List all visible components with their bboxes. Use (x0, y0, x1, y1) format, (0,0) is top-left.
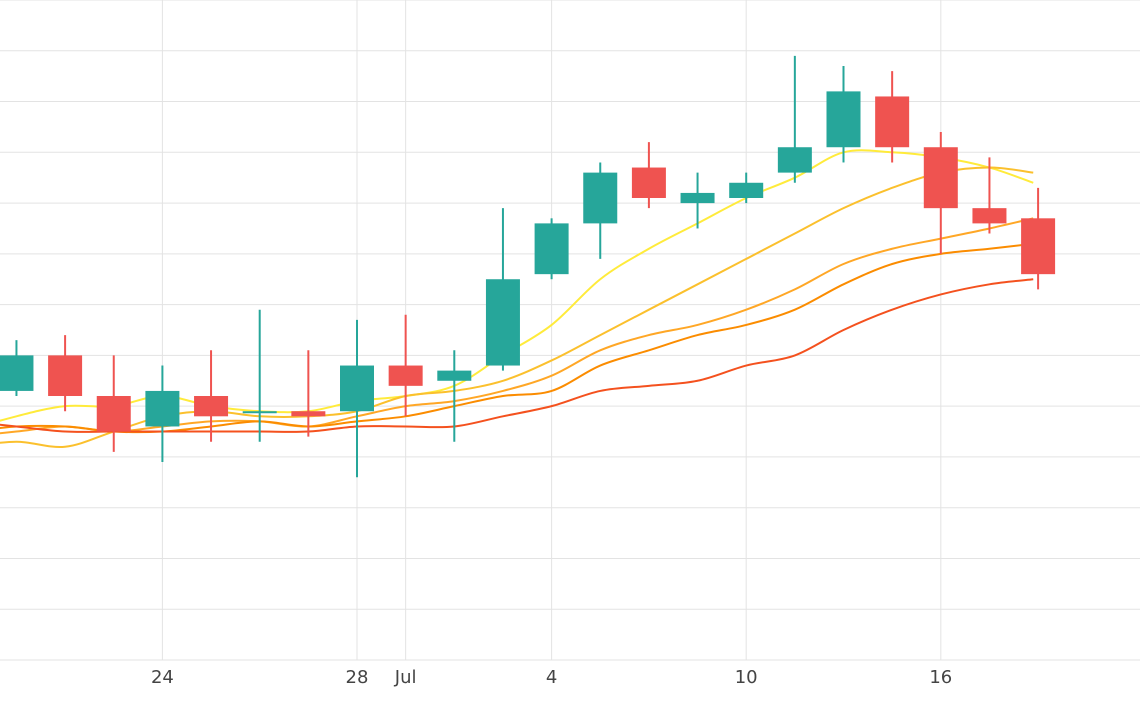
candle-body (0, 355, 34, 391)
candle-body (145, 390, 180, 427)
candle (923, 132, 958, 254)
candle (340, 319, 374, 478)
candle (729, 172, 764, 204)
candle (680, 172, 715, 229)
candle (972, 157, 1007, 234)
candle-body (777, 147, 812, 173)
candle-body (437, 370, 472, 381)
candle-body (291, 411, 326, 417)
candle (485, 208, 520, 371)
candle-body (534, 223, 569, 275)
candle-body (875, 96, 910, 148)
candle-body (826, 91, 861, 148)
x-tick-label: 24 (151, 667, 174, 688)
candle (0, 340, 34, 396)
candle-body (1021, 218, 1056, 275)
candle-body (729, 182, 764, 198)
candle (777, 55, 812, 183)
candle (437, 350, 472, 442)
candle (145, 365, 180, 462)
horizontal-gridlines (0, 0, 1140, 661)
x-tick-label: 4 (546, 667, 557, 688)
vertical-gridlines (161, 0, 942, 660)
candle-body (923, 147, 958, 209)
candle-body (48, 355, 83, 396)
candle-body (242, 411, 277, 414)
candle (194, 350, 229, 442)
candle (583, 162, 618, 259)
candle (875, 71, 910, 163)
candle-body (680, 192, 715, 204)
candle (1021, 187, 1056, 290)
candle-body (340, 365, 374, 412)
x-tick-label: 10 (735, 667, 758, 688)
candle-body (485, 279, 520, 366)
candle (291, 350, 326, 437)
candle-body (194, 396, 229, 417)
candle-body (583, 172, 618, 224)
candle-body (96, 396, 131, 432)
x-tick-label: 28 (346, 667, 369, 688)
candle (96, 355, 131, 452)
candle (242, 309, 277, 442)
candle (826, 66, 861, 163)
candle (534, 218, 569, 280)
candle (631, 142, 666, 209)
candle (48, 335, 83, 412)
candle-body (631, 167, 666, 198)
candles (0, 55, 1056, 478)
x-tick-label: Jul (394, 667, 417, 688)
candle (388, 314, 423, 417)
candle-body (388, 365, 423, 386)
candle-body (972, 208, 1007, 224)
x-axis-tick-labels: 182428Jul41016 (151, 667, 952, 688)
x-tick-label: 16 (929, 667, 952, 688)
